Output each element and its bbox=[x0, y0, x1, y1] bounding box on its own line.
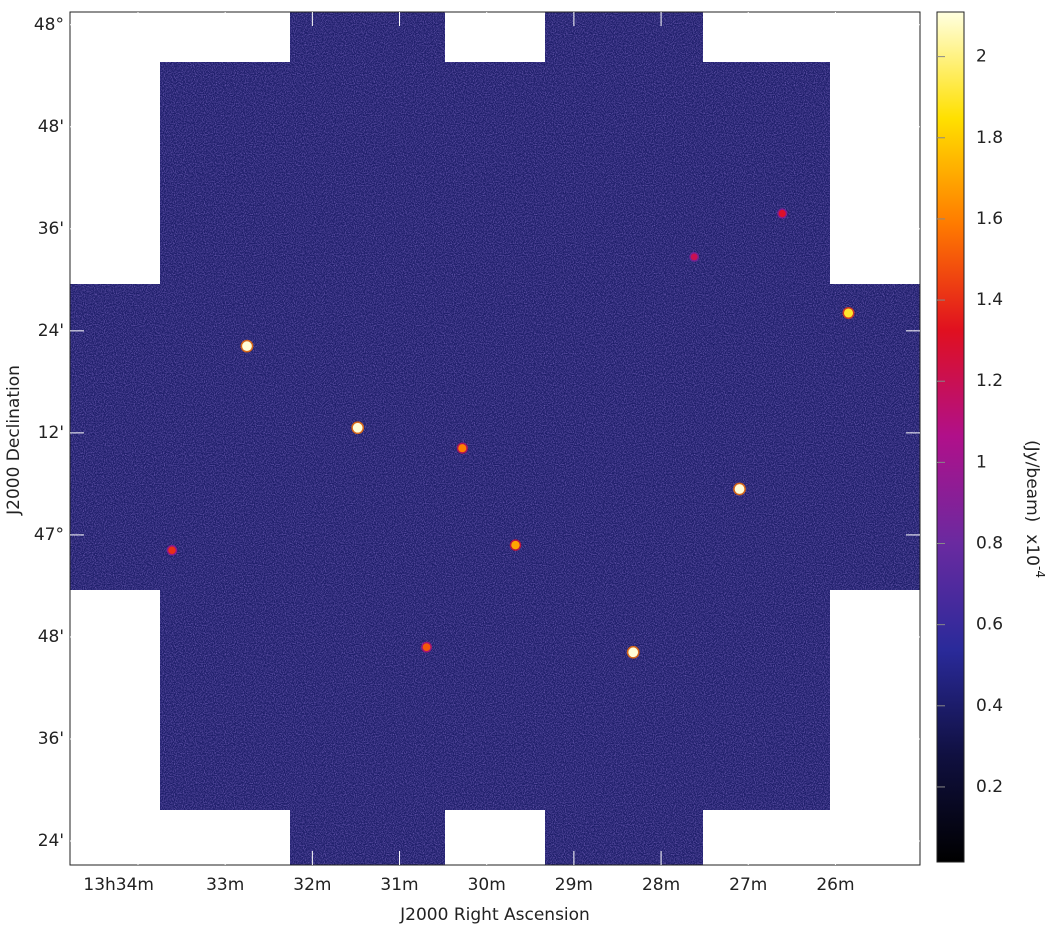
colorbar-tick-label: 2 bbox=[976, 47, 987, 67]
x-tick-label: 32m bbox=[293, 875, 331, 895]
colorbar-tick-label: 1.6 bbox=[976, 209, 1003, 229]
x-tick-label: 29m bbox=[555, 875, 593, 895]
source bbox=[844, 308, 853, 317]
x-tick-label: 33m bbox=[206, 875, 244, 895]
colorbar-tick-label: 1.8 bbox=[976, 128, 1003, 148]
source bbox=[779, 210, 786, 217]
source bbox=[353, 423, 363, 433]
colorbar-tick-label: 1 bbox=[976, 452, 987, 472]
noise-texture bbox=[70, 12, 920, 865]
y-axis-label: J2000 Declination bbox=[4, 365, 24, 516]
colorbar-unit: (Jy/beam) bbox=[1022, 440, 1042, 522]
x-tick-label: 13h34m bbox=[83, 875, 154, 895]
x-tick-label: 28m bbox=[642, 875, 680, 895]
y-tick-label: 48° bbox=[34, 15, 64, 35]
y-tick-label: 48' bbox=[38, 117, 64, 137]
colorbar-tick-label: 1.2 bbox=[976, 371, 1003, 391]
source bbox=[691, 253, 698, 260]
x-axis-label: J2000 Right Ascension bbox=[399, 905, 590, 925]
source bbox=[423, 643, 431, 651]
colorbar-scale: x10 bbox=[1022, 534, 1042, 566]
y-tick-label: 24' bbox=[38, 321, 64, 341]
y-tick-label: 48' bbox=[38, 627, 64, 647]
colorbar-tick-label: 1.4 bbox=[976, 290, 1003, 310]
x-tick-label: 30m bbox=[468, 875, 506, 895]
source bbox=[458, 444, 466, 452]
colorbar-tick-label: 0.4 bbox=[976, 696, 1003, 716]
y-tick-label: 12' bbox=[38, 423, 64, 443]
y-tick-label: 36' bbox=[38, 729, 64, 749]
y-tick-label: 36' bbox=[38, 219, 64, 239]
x-tick-label: 27m bbox=[729, 875, 767, 895]
x-tick-label: 31m bbox=[380, 875, 418, 895]
y-tick-label: 47° bbox=[34, 525, 64, 545]
colorbar-tick-label: 0.6 bbox=[976, 615, 1003, 635]
map bbox=[70, 12, 920, 865]
x-tick-label: 26m bbox=[816, 875, 854, 895]
source bbox=[511, 541, 519, 549]
source bbox=[168, 546, 175, 553]
colorbar-exponent: -4 bbox=[1034, 566, 1047, 578]
source bbox=[735, 484, 745, 494]
y-tick-label: 24' bbox=[38, 831, 64, 851]
colorbar-tick-label: 0.2 bbox=[976, 777, 1003, 797]
colorbar-tick-label: 0.8 bbox=[976, 534, 1003, 554]
colorbar-label: (Jy/beam) x10-4 bbox=[1022, 440, 1047, 578]
source bbox=[628, 647, 638, 657]
source bbox=[242, 341, 252, 351]
colorbar bbox=[937, 12, 964, 862]
